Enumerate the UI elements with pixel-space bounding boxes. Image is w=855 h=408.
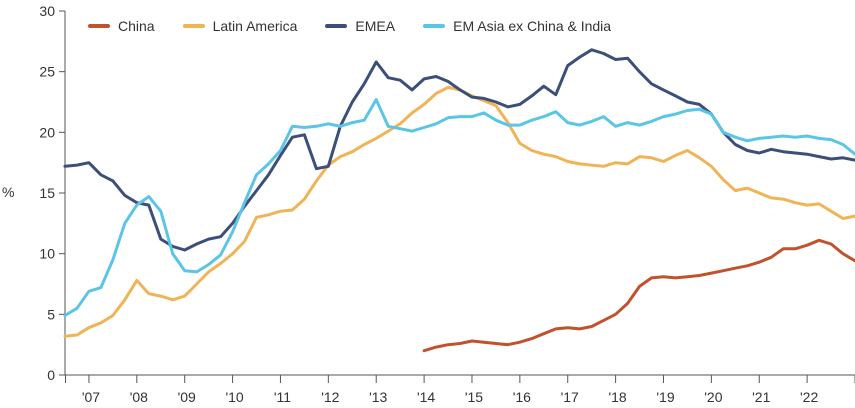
x-tick-label: '13 <box>369 389 387 405</box>
legend-swatch <box>423 24 446 28</box>
legend-swatch <box>325 24 348 28</box>
x-tick-label: '14 <box>417 389 435 405</box>
series-line-latin-america <box>63 85 855 338</box>
x-tick-label: '12 <box>321 389 339 405</box>
x-tick-label: '08 <box>130 389 148 405</box>
legend-item-china: China <box>88 18 155 34</box>
x-tick-label: '22 <box>800 389 818 405</box>
x-tick-label: '09 <box>178 389 196 405</box>
x-tick-label: '19 <box>656 389 674 405</box>
x-tick-label: '07 <box>82 389 100 405</box>
x-tick-label: '20 <box>704 389 722 405</box>
x-tick-label: '10 <box>225 389 243 405</box>
axes: 0 5 10 15 20 25 30 '07 '08 '09 '10 '11 '12 '13 '14 '15 '… <box>39 3 855 405</box>
y-tick-label: 5 <box>47 306 55 322</box>
x-tick-label: '18 <box>608 389 626 405</box>
legend-swatch <box>182 24 205 28</box>
series-layer <box>63 48 855 353</box>
x-tick-label: '15 <box>465 389 483 405</box>
x-tick-label: '21 <box>752 389 770 405</box>
legend-label: China <box>118 18 155 34</box>
y-tick-label: 20 <box>39 124 55 140</box>
legend-swatch <box>88 24 110 28</box>
series-line-em-asia-ex-china-india <box>63 98 855 317</box>
legend-label: EMEA <box>355 18 396 34</box>
legend: China Latin America EMEA EM Asia ex Chin… <box>88 18 639 34</box>
y-tick-label: 0 <box>47 367 55 383</box>
y-tick-label: 15 <box>39 185 55 201</box>
x-tick-label: '17 <box>561 389 579 405</box>
y-tick-label: 25 <box>39 64 55 80</box>
y-tick-label: 30 <box>39 3 55 19</box>
legend-label: Latin America <box>212 18 298 34</box>
legend-item-emea: EMEA <box>325 18 395 34</box>
x-tick-label: '16 <box>513 389 531 405</box>
legend-label: EM Asia ex China & India <box>453 18 612 34</box>
series-line-china <box>422 238 855 353</box>
y-tick-label: 10 <box>39 246 55 262</box>
legend-item-latin-america: Latin America <box>182 18 298 34</box>
x-tick-label: '11 <box>274 389 291 405</box>
series-line-emea <box>63 48 855 252</box>
legend-item-em-asia: EM Asia ex China & India <box>423 18 611 34</box>
y-axis-label: % <box>2 184 15 200</box>
